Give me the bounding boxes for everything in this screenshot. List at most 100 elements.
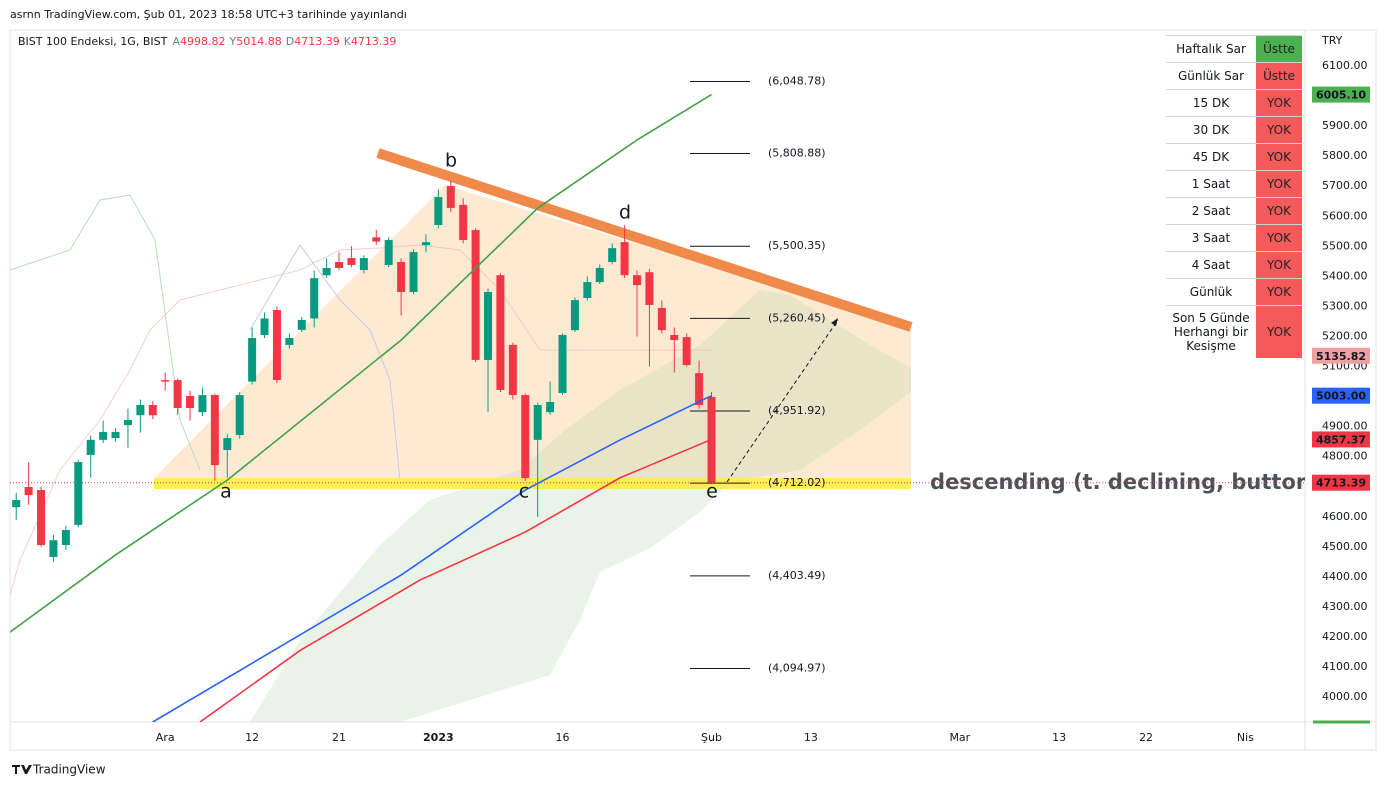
fib-label: (5,260.45) — [768, 311, 826, 324]
y-tick-label: 4400.00 — [1322, 570, 1368, 583]
logo — [12, 765, 32, 774]
row-label: 3 Saat — [1166, 224, 1256, 252]
candle-body — [148, 404, 157, 416]
table-row: Günlük YOK — [1166, 278, 1302, 306]
candle-body — [620, 242, 629, 276]
row-label: Günlük Sar — [1166, 62, 1256, 90]
pattern-point: c — [519, 481, 529, 503]
table-row: 3 Saat YOK — [1166, 224, 1302, 252]
row-label: Haftalık Sar — [1166, 35, 1256, 63]
x-tick-label: 13 — [1052, 731, 1066, 744]
candle-body — [670, 334, 679, 341]
triangle-shade — [154, 185, 911, 478]
row-status: Üstte — [1256, 35, 1302, 63]
row-label: 15 DK — [1166, 89, 1256, 117]
candle-body — [471, 230, 480, 360]
candle-body — [682, 337, 691, 366]
legend-value: 5014.88 — [236, 35, 282, 48]
ichimoku-line — [10, 194, 201, 471]
cloud — [250, 290, 911, 722]
candle-body — [384, 240, 393, 265]
y-tick-label: 5900.00 — [1322, 119, 1368, 132]
moving-average — [10, 93, 712, 633]
price-tag-label: 5135.82 — [1316, 350, 1366, 363]
candle-body — [12, 499, 21, 508]
y-tick-label: 4100.00 — [1322, 660, 1368, 673]
candle-body — [459, 204, 468, 241]
candle-body — [310, 278, 319, 319]
y-tick-label: 4000.00 — [1322, 690, 1368, 703]
candle-body — [484, 292, 493, 360]
candle-body — [372, 237, 381, 242]
candle-body — [657, 307, 666, 331]
candle-body — [186, 395, 195, 409]
candle-body — [223, 438, 232, 451]
y-tick-label: 4300.00 — [1322, 600, 1368, 613]
candle-body — [322, 267, 331, 276]
candle-body — [86, 439, 95, 455]
table-row: 45 DK YOK — [1166, 143, 1302, 171]
table-row: 2 Saat YOK — [1166, 197, 1302, 225]
row-status: Üstte — [1256, 62, 1302, 90]
candle-body — [285, 337, 294, 345]
row-label: 4 Saat — [1166, 251, 1256, 279]
candle-body — [446, 185, 455, 208]
row-status: YOK — [1256, 170, 1302, 198]
candle-body — [397, 261, 406, 293]
row-status: YOK — [1256, 278, 1302, 306]
y-tick-label: 4500.00 — [1322, 540, 1368, 553]
price-tag-label: 4713.39 — [1316, 477, 1366, 490]
x-tick-label: 2023 — [423, 731, 454, 744]
candle-body — [210, 395, 219, 466]
legend-letter: K — [344, 35, 352, 48]
candle-body — [248, 337, 257, 382]
y-tick-label: 4600.00 — [1322, 510, 1368, 523]
candle-body — [496, 275, 505, 390]
y-tick-label: 5400.00 — [1322, 269, 1368, 282]
row-status: YOK — [1256, 116, 1302, 144]
published: asrnn TradingView.com, Şub 01, 2023 18:5… — [10, 8, 407, 21]
candle-body — [570, 300, 579, 331]
y-tick-label: 4800.00 — [1322, 450, 1368, 463]
x-tick-label: 12 — [245, 731, 259, 744]
y-tick-label: 5500.00 — [1322, 239, 1368, 252]
fib-label: (4,094.97) — [768, 662, 826, 675]
x-tick-label: Ara — [156, 731, 175, 744]
candle-body — [558, 334, 567, 393]
ichimoku-line — [10, 244, 713, 596]
drawings: descending (t. declining, buttom f — [10, 148, 1335, 722]
y-tick-label: 4200.00 — [1322, 630, 1368, 643]
marks — [10, 80, 1305, 722]
candle-body — [61, 529, 70, 546]
footer: TradingView — [32, 763, 106, 777]
row-label: Son 5 Günde Herhangi bir Kesişme — [1166, 305, 1256, 358]
y-tick-label: 6100.00 — [1322, 59, 1368, 72]
candle-body — [198, 395, 207, 413]
annotation: descending (t. declining, buttom f — [930, 470, 1335, 494]
symbol: BIST 100 Endeksi, 1G, BIST — [18, 35, 168, 48]
y-tick-label: 5200.00 — [1322, 329, 1368, 342]
candle-body — [347, 258, 356, 265]
fib-label: (4,712.02) — [768, 476, 826, 489]
legend-letter: Y — [229, 35, 237, 48]
pattern-point: b — [445, 150, 457, 172]
candle-body — [508, 344, 517, 396]
candle-body — [99, 432, 108, 440]
row-status: YOK — [1256, 143, 1302, 171]
table-row: Son 5 Günde Herhangi bir Kesişme YOK — [1166, 305, 1302, 358]
currency: TRY — [1321, 34, 1343, 47]
table-row: Haftalık Sar Üstte — [1166, 35, 1302, 63]
arrow-head — [831, 318, 838, 326]
candle-body — [123, 420, 132, 426]
fib-label: (4,951.92) — [768, 404, 826, 417]
candle-body — [695, 373, 704, 405]
pattern-point: d — [619, 202, 631, 224]
legend-value: 4713.39 — [351, 35, 397, 48]
table-row: Günlük Sar Üstte — [1166, 62, 1302, 90]
table-row: 4 Saat YOK — [1166, 251, 1302, 279]
candle-body — [297, 319, 306, 330]
row-status: YOK — [1256, 89, 1302, 117]
legend-letter: A — [172, 35, 180, 48]
